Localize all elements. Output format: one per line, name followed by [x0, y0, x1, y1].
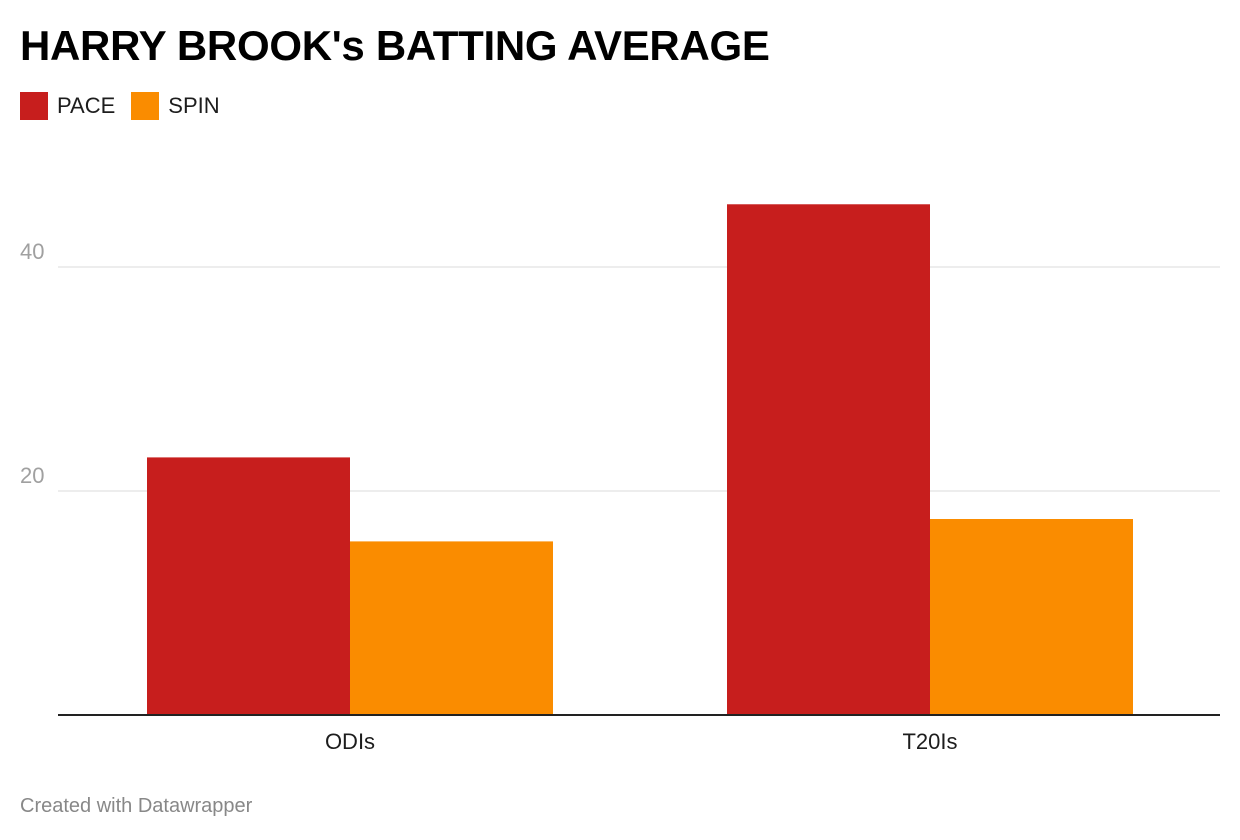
y-tick-label: 20: [20, 463, 44, 488]
legend-swatch-spin: [131, 92, 160, 120]
legend-label-spin: SPIN: [168, 93, 220, 118]
x-tick-label: T20Is: [902, 729, 957, 754]
legend-item-pace: PACE: [20, 92, 115, 120]
legend: PACE SPIN: [20, 91, 236, 121]
bar-spin-t20is: [930, 519, 1133, 715]
bar-pace-t20is: [727, 204, 930, 715]
x-axis: ODIs T20Is: [58, 714, 1220, 754]
credit-note: Created with Datawrapper: [20, 795, 253, 817]
bar-pace-odis: [147, 457, 350, 715]
legend-item-spin: SPIN: [131, 92, 220, 120]
legend-swatch-pace: [20, 92, 48, 120]
x-tick-label: ODIs: [325, 729, 375, 754]
bar-spin-odis: [350, 541, 553, 715]
bars: [147, 204, 1133, 715]
y-tick-label: 40: [20, 239, 44, 264]
legend-label-pace: PACE: [57, 93, 116, 118]
chart-title: HARRY BROOK's BATTING AVERAGE: [20, 22, 770, 69]
